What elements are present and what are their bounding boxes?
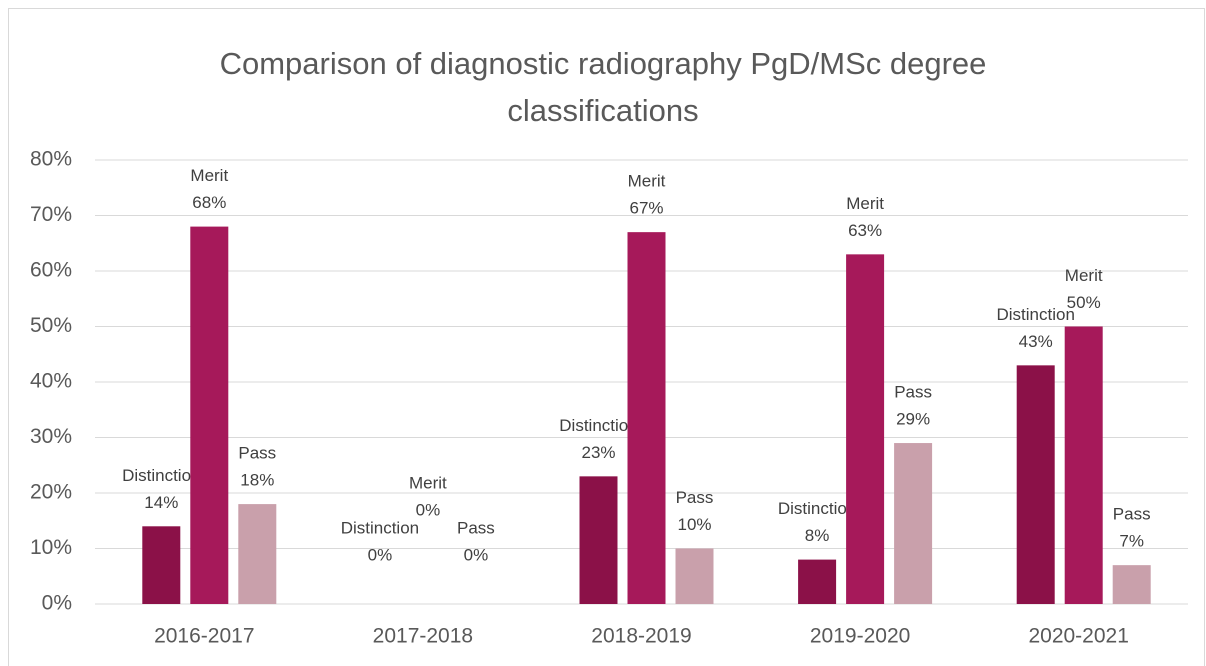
data-label-value: 68%	[192, 193, 226, 212]
data-label-value: 67%	[629, 199, 663, 218]
data-label-value: 0%	[368, 545, 393, 564]
bar	[238, 504, 277, 604]
data-label-name: Distinction	[122, 466, 200, 485]
data-label-value: 43%	[1019, 332, 1053, 351]
x-tick-label: 2018-2019	[591, 625, 691, 648]
data-label-name: Distinction	[341, 518, 419, 537]
data-label-name: Distinction	[996, 305, 1074, 324]
data-label-name: Pass	[894, 383, 932, 402]
data-label-name: Merit	[1065, 266, 1103, 285]
data-label-name: Pass	[238, 444, 276, 463]
data-label-name: Merit	[846, 194, 884, 213]
data-label-name: Pass	[676, 488, 714, 507]
y-tick-label: 0%	[42, 592, 72, 615]
chart-border	[8, 8, 1205, 666]
bar	[1112, 565, 1151, 604]
data-label-value: 14%	[144, 493, 178, 512]
data-label-value: 23%	[581, 443, 615, 462]
bar	[142, 526, 181, 604]
data-label-value: 18%	[240, 471, 274, 490]
data-label-name: Distinction	[559, 416, 637, 435]
y-tick-label: 20%	[30, 481, 72, 504]
y-tick-label: 60%	[30, 259, 72, 282]
data-label-name: Merit	[190, 166, 228, 185]
data-label-value: 8%	[805, 526, 830, 545]
bar	[190, 226, 229, 604]
data-label-value: 0%	[416, 500, 441, 519]
bar	[894, 443, 933, 604]
bar	[798, 559, 837, 604]
y-tick-label: 80%	[30, 148, 72, 171]
bar	[675, 548, 714, 604]
y-tick-label: 50%	[30, 314, 72, 337]
data-label-name: Pass	[457, 518, 495, 537]
bar	[1016, 365, 1055, 604]
data-label-value: 10%	[677, 515, 711, 534]
x-tick-label: 2016-2017	[154, 625, 254, 648]
x-tick-label: 2019-2020	[810, 625, 910, 648]
bar	[627, 232, 666, 604]
data-label-value: 7%	[1119, 532, 1144, 551]
chart-title: Comparison of diagnostic radiography PgD…	[219, 46, 987, 128]
bar	[1064, 326, 1103, 604]
y-tick-label: 40%	[30, 370, 72, 393]
bar	[579, 476, 618, 604]
data-label-name: Merit	[628, 172, 666, 191]
y-tick-label: 10%	[30, 536, 72, 559]
data-label-value: 50%	[1067, 293, 1101, 312]
data-label-value: 0%	[464, 545, 489, 564]
data-label-name: Pass	[1113, 505, 1151, 524]
x-tick-label: 2017-2018	[373, 625, 473, 648]
y-tick-label: 30%	[30, 425, 72, 448]
y-tick-label: 70%	[30, 203, 72, 226]
data-label-value: 63%	[848, 221, 882, 240]
data-label-value: 29%	[896, 410, 930, 429]
bar	[846, 254, 885, 604]
data-label-name: Merit	[409, 473, 447, 492]
data-label-name: Distinction	[778, 499, 856, 518]
x-tick-label: 2020-2021	[1028, 625, 1128, 648]
